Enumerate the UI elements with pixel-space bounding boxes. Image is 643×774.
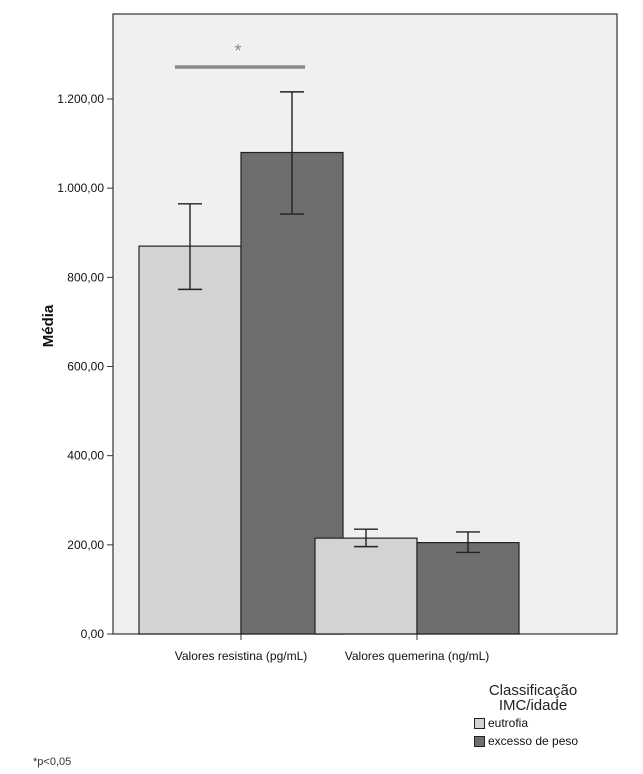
- y-tick-label: 400,00: [67, 449, 104, 463]
- y-tick-label: 200,00: [67, 538, 104, 552]
- legend-title: Classificação IMC/idade: [468, 683, 598, 713]
- legend-title-line-2: IMC/idade: [498, 697, 568, 714]
- bar-eutrofia: [138, 245, 242, 635]
- legend-label-eutrofia: eutrofia: [488, 716, 529, 730]
- legend: Classificação IMC/idade eutrofia excesso…: [474, 683, 634, 749]
- y-axis-label: Média: [40, 304, 57, 347]
- y-tick-label: 0,00: [81, 627, 105, 641]
- legend-title-line-1: Classificação: [488, 682, 578, 699]
- significance-star: *: [234, 41, 241, 61]
- bar-eutrofia: [314, 537, 418, 635]
- x-tick-label: Valores resistina (pg/mL): [175, 649, 308, 663]
- legend-swatch-excesso-de-peso: [474, 735, 485, 747]
- legend-swatch-eutrofia: [474, 717, 485, 729]
- x-tick-label: Valores quemerina (ng/mL): [345, 649, 490, 663]
- bar-excesso-de-peso: [416, 542, 520, 635]
- legend-item-excesso-de-peso: excesso de peso: [474, 733, 634, 749]
- legend-label-excesso-de-peso: excesso de peso: [488, 734, 579, 748]
- y-tick-label: 600,00: [67, 360, 104, 374]
- y-tick-label: 1.200,00: [57, 92, 104, 106]
- y-tick-label: 800,00: [67, 270, 104, 284]
- y-tick-label: 1.000,00: [57, 181, 104, 195]
- bar-excesso-de-peso: [240, 151, 344, 635]
- footnote: *p<0,05: [33, 756, 72, 768]
- legend-item-eutrofia: eutrofia: [474, 715, 634, 731]
